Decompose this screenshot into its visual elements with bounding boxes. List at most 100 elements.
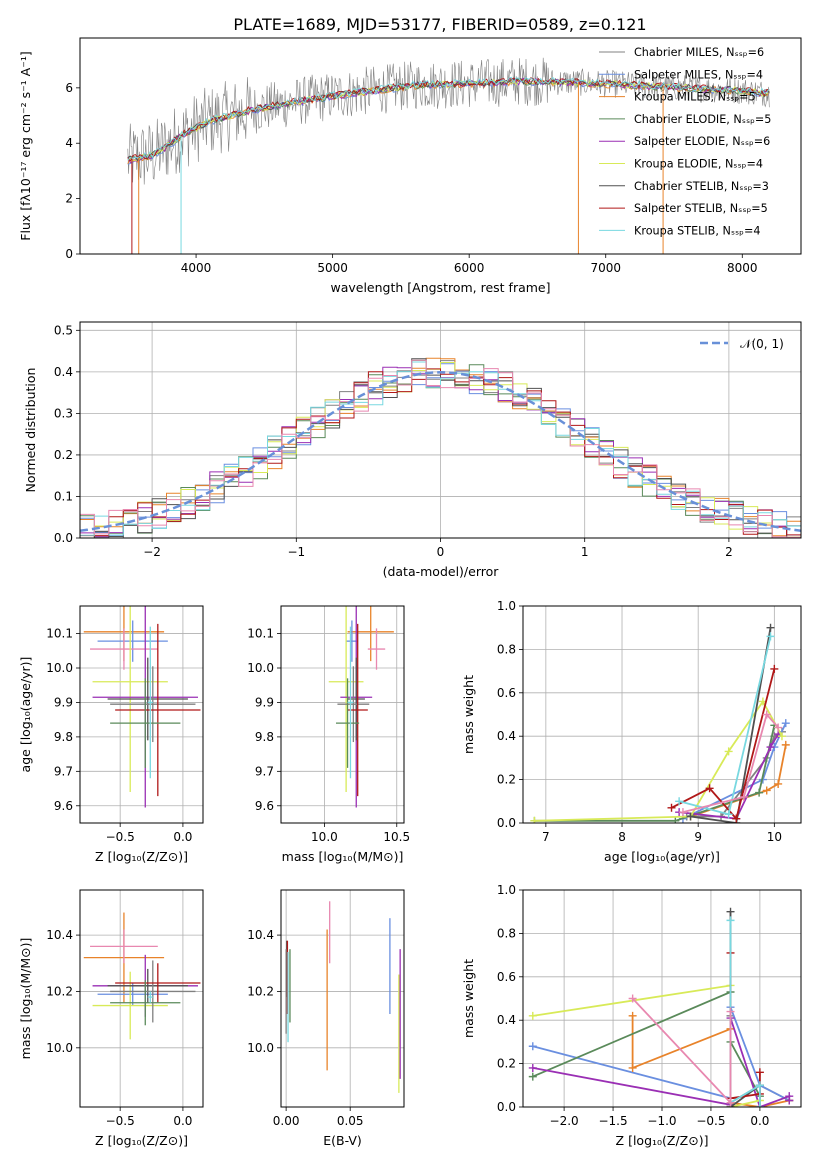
mass_vs_Z-xlabel: Z [log₁₀(Z/Z⊙)] [95, 1133, 188, 1148]
weight-series-line [678, 636, 772, 816]
spectrum-axes: 4000 5000 6000 7000 8000 0 2 4 6 wavelength [Angs… [18, 51, 758, 295]
spectrum-ytick-label: 2 [65, 192, 73, 206]
mass_vs_Z-ytick-label: 10.0 [46, 1041, 73, 1055]
weight-series-line [686, 731, 783, 818]
weight-marker [739, 792, 748, 801]
weight_vs_Z-axes: −2.0 −1.5 −1.0 −0.5 0.0 0.0 0.2 0.4 0.6 0.8 1.0 Z [… [461, 883, 801, 1148]
residuals-ytick-label: 0.3 [54, 406, 73, 420]
legend-label: Kroupa ELODIE, Nₛₛₚ=4 [634, 158, 763, 171]
residuals-ylabel: Normed distribution [23, 368, 38, 493]
mass_vs_ebv-ytick-label: 10.0 [247, 1041, 274, 1055]
mass_vs_Z-xtick-label: 0.0 [173, 1114, 192, 1128]
weight-marker [781, 719, 790, 728]
spectrum-xlabel: wavelength [Angstrom, rest frame] [330, 280, 550, 295]
weight-series-line [682, 722, 787, 820]
residuals-xtick-label: 2 [725, 545, 733, 559]
weight_vs_age-axes: 7 8 9 10 0.0 0.2 0.4 0.6 0.8 1.0 age [log₁₀(age/yr… [461, 599, 801, 864]
weight_vs_Z-ytick-label: 0.6 [497, 970, 516, 984]
weight_vs_Z-ytick-label: 0.4 [497, 1013, 516, 1027]
weight-marker [755, 1103, 764, 1107]
mass_vs_ebv-xtick-label: 0.00 [273, 1114, 300, 1128]
weight-series-line [671, 668, 776, 821]
weight-marker [774, 723, 783, 732]
spectrum-legend: Chabrier MILES, Nₛₛₚ=6 Salpeter MILES, Nₛ… [599, 46, 771, 237]
weight-marker [777, 732, 786, 741]
legend-label: Chabrier ELODIE, Nₛₛₚ=5 [634, 113, 771, 126]
weight-marker [724, 747, 733, 756]
weight_vs_age-xtick-label: 10 [767, 830, 782, 844]
weight-series-line [690, 627, 772, 823]
mass_vs_Z-ytick-label: 10.2 [46, 984, 73, 998]
spectrum-xtick-label: 4000 [181, 261, 212, 275]
age_vs_mass-ytick-label: 9.9 [255, 695, 274, 709]
figure-title: PLATE=1689, MJD=53177, FIBERID=0589, z=0… [233, 15, 646, 34]
weight-series-line [682, 712, 779, 813]
weight-marker [628, 1063, 637, 1072]
normal-legend-label: 𝒩(0, 1) [740, 337, 784, 351]
residuals-frame [79, 321, 802, 539]
residuals-xtick-label: −1 [287, 545, 305, 559]
weight_vs_age-xtick-label: 8 [618, 830, 626, 844]
weight_vs_Z-xtick-label: −1.5 [598, 1114, 627, 1128]
residuals-ytick-label: 0.2 [54, 448, 73, 462]
weight-marker [726, 916, 735, 925]
mass_vs_Z-points [83, 912, 201, 1040]
spectrum-ytick-label: 4 [65, 136, 73, 150]
weight-marker [686, 812, 695, 821]
weight-marker [628, 1011, 637, 1020]
weight_vs_Z-ytick-label: 0.2 [497, 1057, 516, 1071]
weight-series-line [534, 725, 776, 822]
spectrum-xtick-label: 5000 [317, 261, 348, 275]
mass_vs_Z-axes: −0.5 0.0 10.0 10.2 10.4 Z [log₁₀(Z/Z⊙)] mass [… [18, 890, 203, 1148]
spectrum-ytick-label: 6 [65, 81, 73, 95]
weight-marker [528, 1063, 537, 1072]
age_vs_Z-ytick-label: 10.0 [46, 661, 73, 675]
legend-label: Salpeter ELODIE, Nₛₛₚ=6 [634, 135, 770, 148]
age_vs_mass-xlabel: mass [log₁₀(M/M⊙)] [282, 849, 404, 864]
age_vs_Z-points [83, 606, 201, 808]
weight-marker [762, 786, 771, 795]
weight-marker [724, 810, 733, 819]
weight-marker [705, 784, 714, 793]
weight-marker [528, 1011, 537, 1020]
weight_vs_Z-xtick-label: −2.0 [550, 1114, 579, 1128]
weight-marker [785, 1096, 794, 1105]
weight-marker [671, 816, 680, 823]
mass_vs_ebv-ytick-label: 10.4 [247, 928, 274, 942]
weight_vs_Z-ytick-label: 0.0 [497, 1100, 516, 1114]
mass_vs_ebv-points [285, 901, 401, 1093]
weight_vs_Z-ylabel: mass weight [461, 959, 476, 1038]
weight-marker [726, 907, 735, 916]
spectrum-model-line [127, 76, 770, 162]
weight_vs_age-ytick-label: 0.2 [497, 773, 516, 787]
weight-series-line [729, 911, 761, 1107]
legend-label: Salpeter MILES, Nₛₛₚ=4 [634, 68, 763, 81]
age_vs_mass-frame [280, 605, 405, 824]
weight-marker [675, 797, 684, 806]
weight-marker [755, 1081, 764, 1090]
age_vs_mass-points [328, 606, 394, 808]
weight_vs_Z-xtick-label: −1.0 [647, 1114, 676, 1128]
weight-marker [628, 994, 637, 1003]
spectrum-frame [79, 37, 802, 255]
mass_vs_Z-ylabel: mass [log₁₀(M/M⊙)] [18, 938, 33, 1060]
residuals-step-line [80, 361, 801, 536]
spectrum-model-line [127, 76, 770, 162]
age_vs_Z-xlabel: Z [log₁₀(Z/Z⊙)] [95, 849, 188, 864]
age_vs_Z-frame [79, 605, 204, 824]
residuals-ytick-label: 0.4 [54, 365, 73, 379]
weight_vs_age-ytick-label: 0.6 [497, 686, 516, 700]
age_vs_Z-ytick-label: 9.6 [54, 799, 73, 813]
weight-marker [766, 623, 775, 632]
normal-curve [80, 371, 801, 532]
residuals-steps [80, 357, 801, 538]
weight-marker [530, 816, 539, 823]
weight_vs_Z-xlabel: Z [log₁₀(Z/Z⊙)] [616, 1133, 709, 1148]
mass_vs_Z-frame [79, 889, 204, 1108]
weight-marker [726, 1098, 735, 1107]
weight_vs_Z-lines [528, 907, 794, 1107]
residuals-xtick-label: 1 [581, 545, 589, 559]
mass_vs_ebv-axes: 0.00 0.05 10.0 10.2 10.4 E(B-V) [247, 890, 404, 1148]
weight-marker [726, 1007, 735, 1016]
